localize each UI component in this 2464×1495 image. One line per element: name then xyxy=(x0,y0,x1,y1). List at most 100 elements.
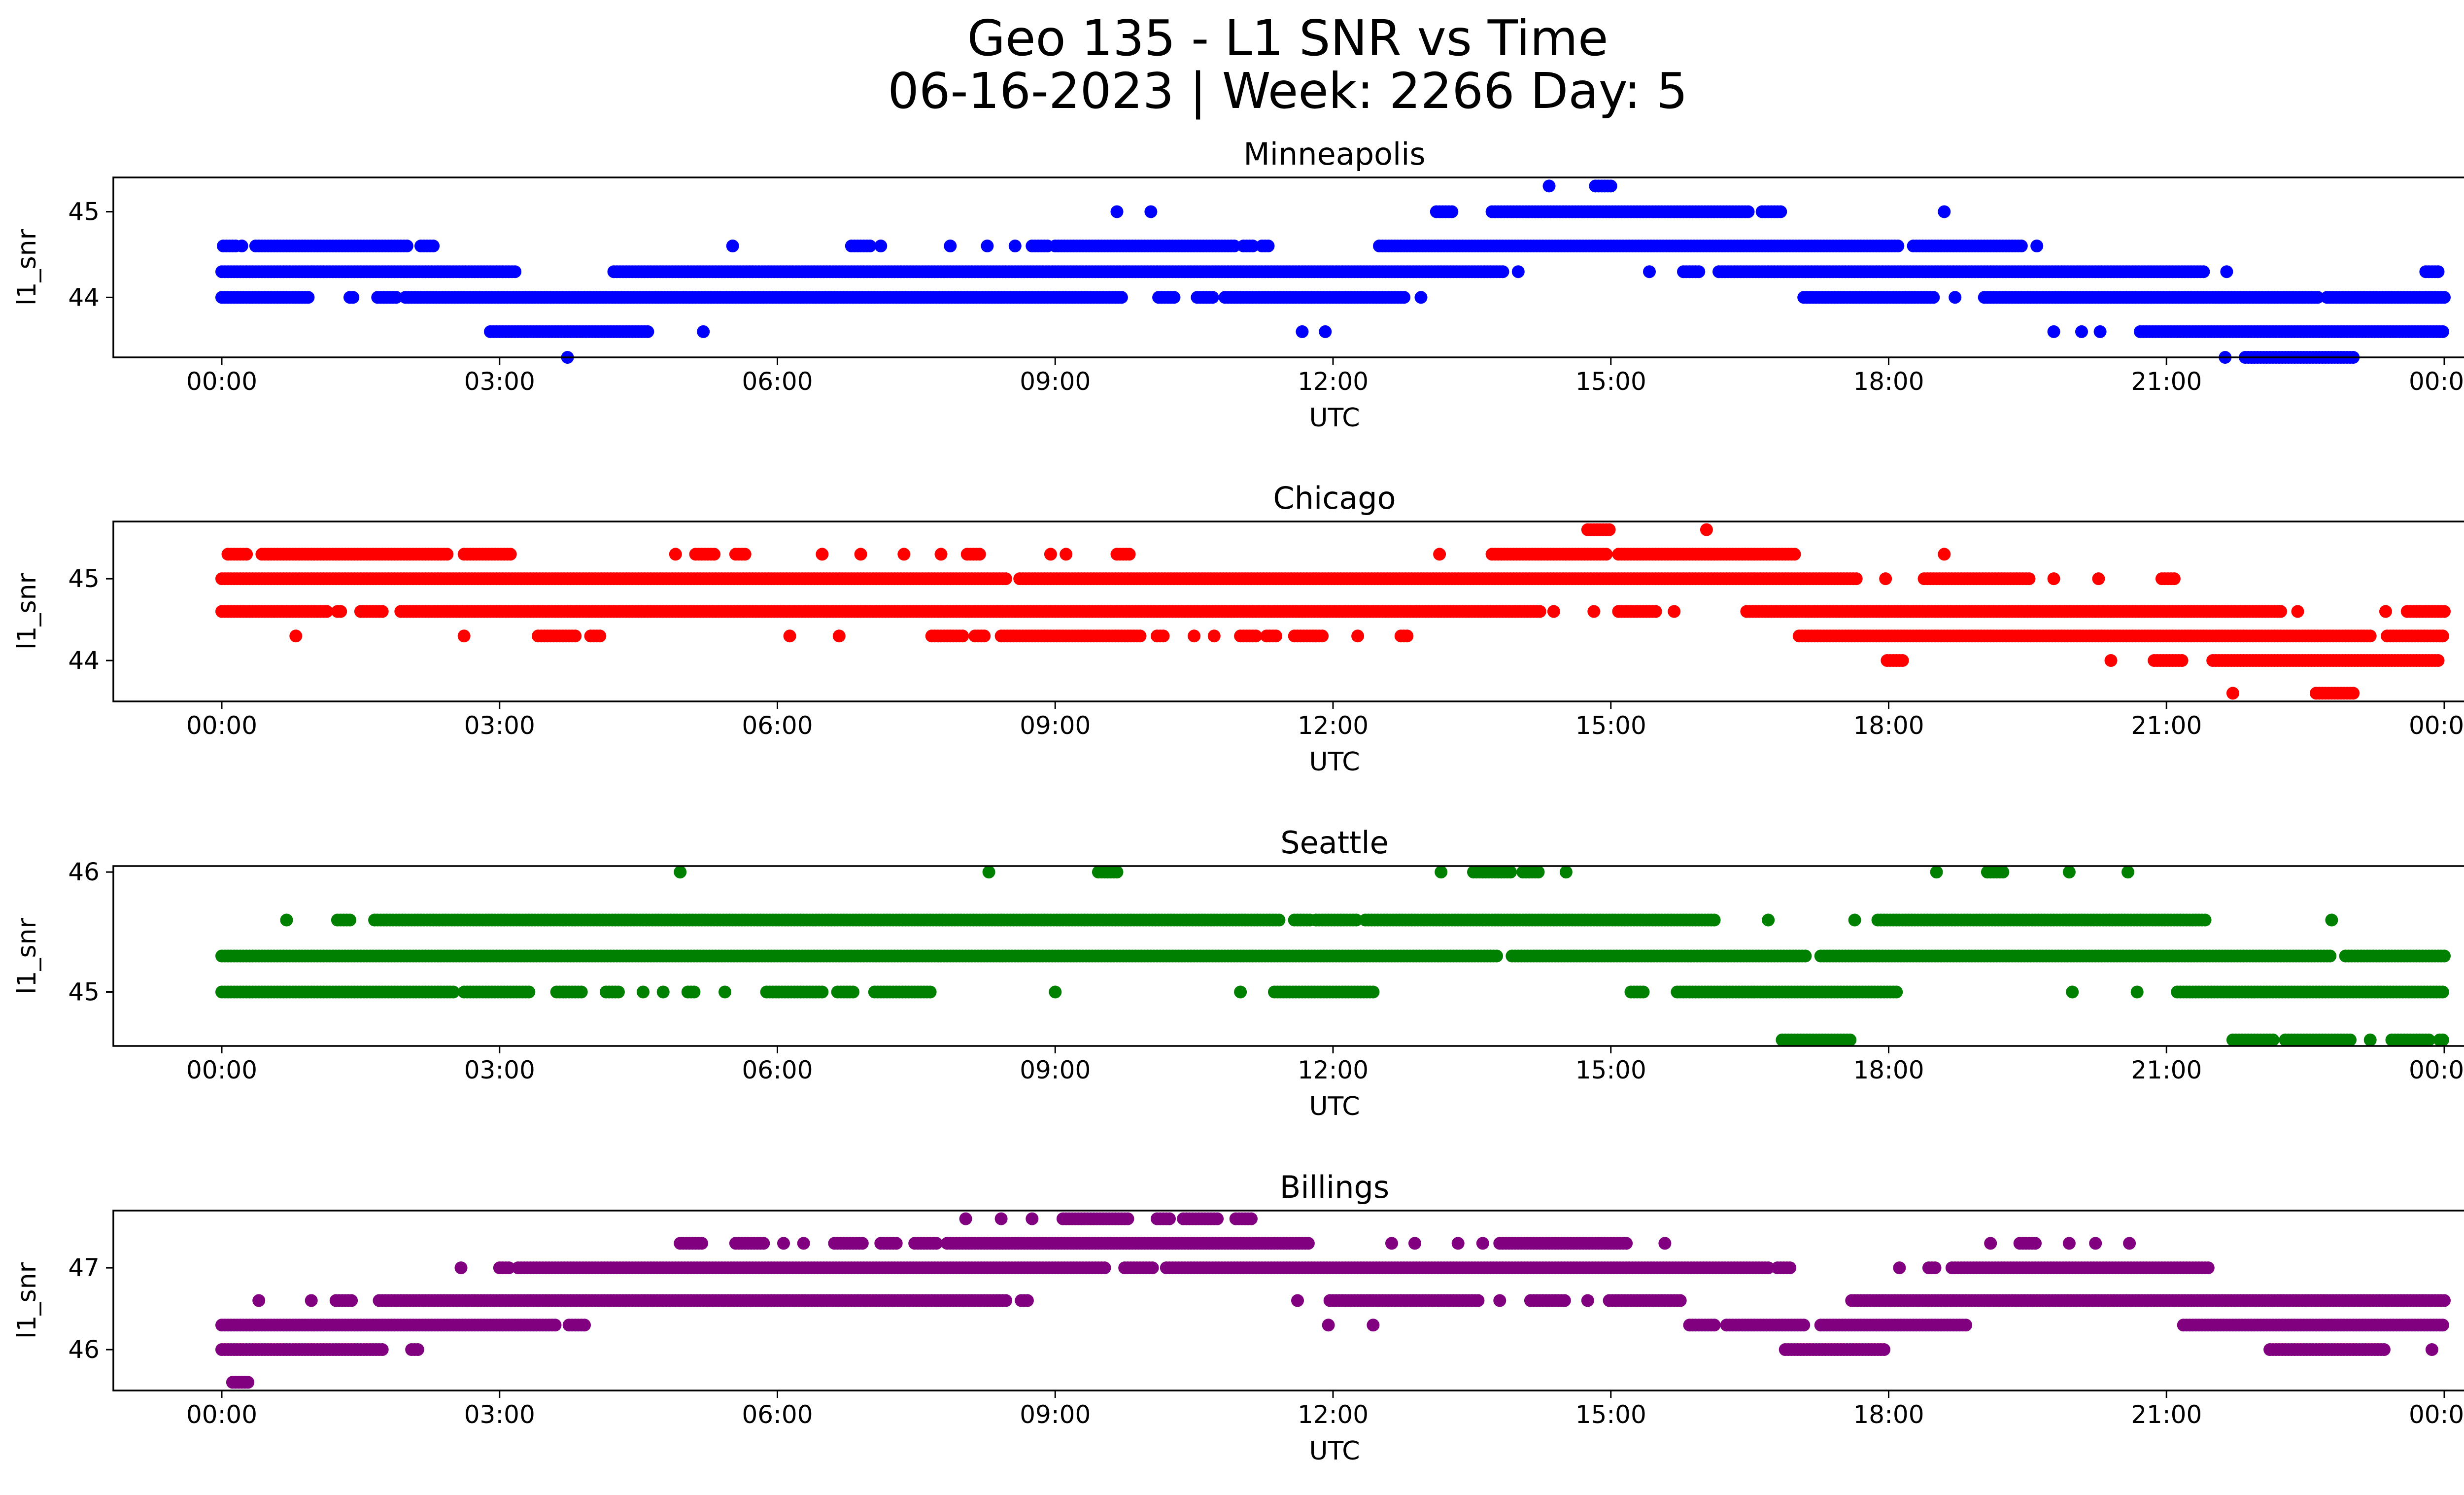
data-point xyxy=(978,629,991,643)
data-point xyxy=(2436,985,2449,999)
data-point xyxy=(389,291,403,304)
data-point xyxy=(934,548,948,561)
data-point xyxy=(289,629,303,643)
data-point xyxy=(1319,325,1332,338)
data-point xyxy=(1891,240,1905,252)
data-point xyxy=(832,629,846,643)
x-tick-label: 12:00 xyxy=(1298,711,1369,740)
data-point xyxy=(2266,1033,2280,1046)
data-point xyxy=(1844,1033,1857,1046)
data-point xyxy=(1433,548,1446,561)
x-tick-label: 00:00 xyxy=(2409,367,2464,396)
data-point xyxy=(2344,1033,2357,1046)
figure-title-line-2: 06-16-2023 | Week: 2266 Day: 5 xyxy=(888,62,1688,120)
data-point xyxy=(575,985,588,999)
y-tick-label: 44 xyxy=(68,283,100,312)
data-point xyxy=(1742,205,1755,218)
data-point xyxy=(637,985,650,999)
data-point xyxy=(1896,654,1909,667)
data-point xyxy=(2347,687,2360,700)
data-point xyxy=(509,265,522,278)
x-tick-label: 21:00 xyxy=(2131,711,2202,740)
data-point xyxy=(2363,629,2377,643)
data-point xyxy=(240,548,253,561)
data-point xyxy=(302,291,315,304)
data-point xyxy=(1643,265,1656,278)
data-point xyxy=(400,240,413,252)
data-point xyxy=(1649,605,1662,618)
data-point xyxy=(1044,548,1057,561)
data-point xyxy=(726,240,739,252)
data-point xyxy=(1890,985,1903,999)
data-point xyxy=(2311,291,2325,304)
data-point xyxy=(2438,605,2451,618)
data-point xyxy=(593,629,607,643)
data-point xyxy=(1234,985,1247,999)
x-tick-label: 18:00 xyxy=(1853,711,1924,740)
data-point xyxy=(1367,985,1380,999)
subplot-title: Chicago xyxy=(1273,480,1396,516)
data-point xyxy=(1879,572,1892,586)
data-point xyxy=(981,240,994,252)
data-point xyxy=(2431,265,2445,278)
x-tick-label: 06:00 xyxy=(742,711,813,740)
data-point xyxy=(641,325,654,338)
data-point xyxy=(1144,205,1158,218)
data-point xyxy=(2022,572,2036,586)
data-point xyxy=(1207,629,1221,643)
y-tick-label: 44 xyxy=(68,646,100,675)
data-point xyxy=(783,629,796,643)
data-point xyxy=(738,548,752,561)
data-point xyxy=(1206,291,1219,304)
data-point xyxy=(1938,205,1951,218)
data-point xyxy=(1123,548,1136,561)
data-point xyxy=(2431,654,2445,667)
x-tick-label: 12:00 xyxy=(1298,367,1369,396)
data-point xyxy=(2167,572,2181,586)
data-point xyxy=(2438,291,2451,304)
y-axis-label: l1_snr xyxy=(12,573,42,650)
x-tick-label: 00:00 xyxy=(186,367,257,396)
data-point xyxy=(2436,629,2449,643)
data-point xyxy=(1490,949,1503,963)
data-point xyxy=(656,985,670,999)
data-point xyxy=(1110,205,1124,218)
data-point xyxy=(427,240,440,252)
data-point xyxy=(2066,985,2079,999)
data-point xyxy=(2436,325,2449,338)
x-tick-label: 15:00 xyxy=(1575,711,1646,740)
data-point xyxy=(2363,1033,2377,1046)
data-point xyxy=(2274,605,2287,618)
data-point xyxy=(457,629,471,643)
data-point xyxy=(1167,291,1181,304)
data-point xyxy=(847,985,859,999)
data-point xyxy=(2130,985,2144,999)
x-tick-label: 18:00 xyxy=(1853,367,1924,396)
data-point xyxy=(2093,325,2107,338)
data-point xyxy=(1600,548,1613,561)
data-point xyxy=(1603,523,1616,536)
x-axis-label: UTC xyxy=(1309,403,1360,433)
data-point xyxy=(1788,548,1801,561)
figure-title-line-1: Geo 135 - L1 SNR vs Time xyxy=(967,9,1608,67)
data-point xyxy=(346,291,360,304)
data-point xyxy=(2047,325,2060,338)
x-tick-label: 09:00 xyxy=(1020,367,1091,396)
data-point xyxy=(1604,179,1617,193)
x-tick-label: 06:00 xyxy=(742,367,813,396)
data-point xyxy=(874,240,888,252)
data-point xyxy=(2104,654,2118,667)
x-axis-label: UTC xyxy=(1309,747,1360,777)
data-point xyxy=(1398,291,1411,304)
data-point xyxy=(1547,605,1560,618)
data-point xyxy=(1496,265,1509,278)
data-point xyxy=(2175,654,2189,667)
x-tick-label: 15:00 xyxy=(1575,367,1646,396)
subplot-title: Minneapolis xyxy=(1243,136,1426,172)
scatter-series xyxy=(215,179,2451,364)
data-point xyxy=(504,548,517,561)
data-point xyxy=(708,548,721,561)
